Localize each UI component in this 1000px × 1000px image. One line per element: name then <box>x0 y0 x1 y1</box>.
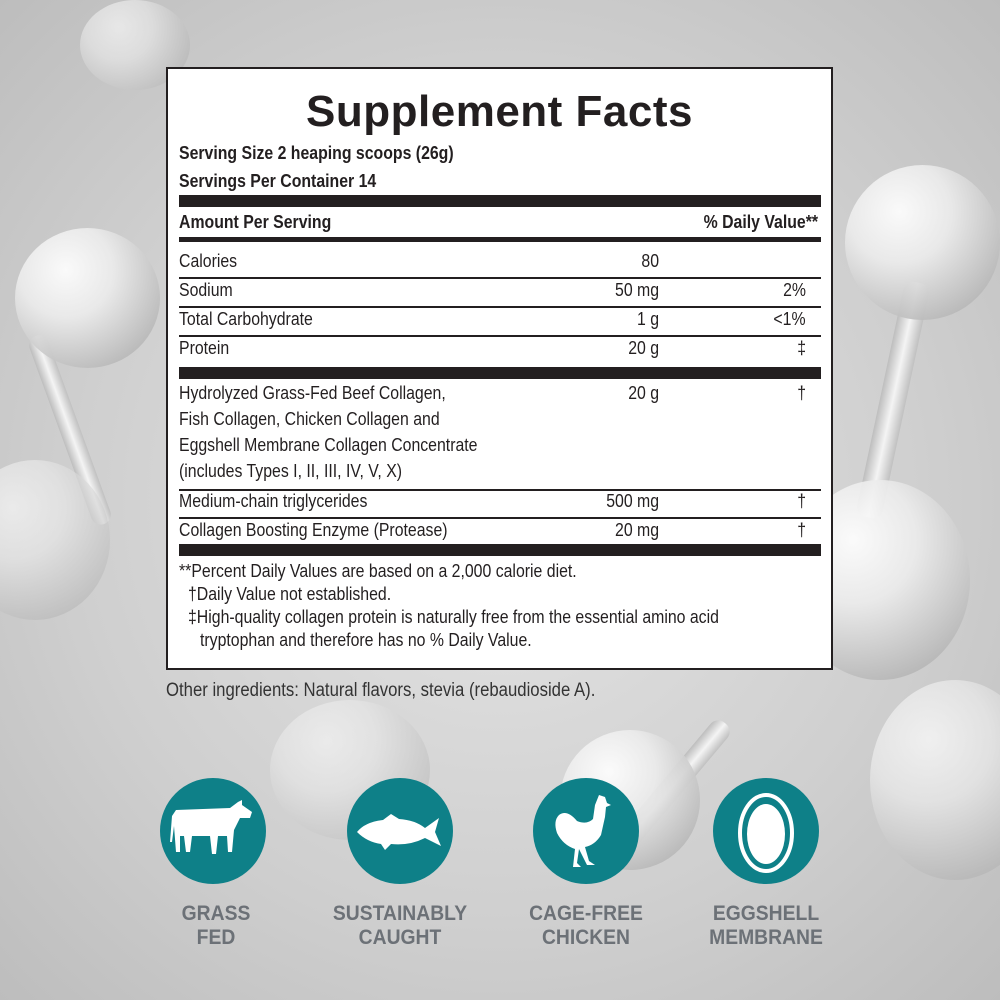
nutrient-name: Collagen Boosting Enzyme (Protease) <box>179 520 448 540</box>
nutrient-name: Calories <box>179 251 238 271</box>
badge-label: GRASS FED <box>124 902 308 950</box>
nutrient-name: Sodium <box>179 280 233 300</box>
row-line <box>179 489 821 491</box>
blend-line: Fish Collagen, Chicken Collagen and <box>179 409 440 429</box>
daily-value-header: % Daily Value** <box>703 212 818 232</box>
badge-label-line: MEMBRANE <box>709 926 823 949</box>
blend-line: Hydrolyzed Grass-Fed Beef Collagen, <box>179 383 446 403</box>
blend-line: (includes Types I, II, III, IV, V, X) <box>179 461 403 481</box>
badge-label-line: FED <box>196 926 236 949</box>
nutrient-amount: 1 g <box>636 309 659 329</box>
blend-line: Eggshell Membrane Collagen Concentrate <box>179 435 478 455</box>
badge-cage-free-chicken <box>533 778 639 884</box>
badge-grass-fed <box>160 778 266 884</box>
panel-title: Supplement Facts <box>306 87 693 136</box>
badge-label: SUSTAINABLY CAUGHT <box>308 902 492 950</box>
nutrient-dv: † <box>797 520 806 540</box>
badge-label-line: EGGSHELL <box>712 902 820 925</box>
divider-medium <box>179 237 821 242</box>
nutrient-dv: ‡ <box>797 338 806 358</box>
nutrient-amount: 500 mg <box>606 491 659 511</box>
badge-label-line: CAUGHT <box>358 926 442 949</box>
nutrient-amount: 20 g <box>628 383 659 403</box>
badge-label-line: GRASS <box>181 902 251 925</box>
nutrient-dv: † <box>797 383 806 403</box>
nutrient-name: Total Carbohydrate <box>179 309 313 329</box>
nutrient-amount: 20 g <box>628 338 659 358</box>
serving-size: Serving Size 2 heaping scoops (26g) <box>179 143 454 163</box>
nutrient-amount: 50 mg <box>614 280 659 300</box>
divider-thick <box>179 544 821 556</box>
egg-icon <box>738 793 794 873</box>
nutrient-dv: † <box>797 491 806 511</box>
badge-sustainably-caught <box>347 778 453 884</box>
row-line <box>179 277 821 279</box>
badge-label-line: CHICKEN <box>541 926 631 949</box>
row-line <box>179 517 821 519</box>
footnote: **Percent Daily Values are based on a 2,… <box>179 561 577 581</box>
other-ingredients: Other ingredients: Natural flavors, stev… <box>166 680 596 701</box>
nutrient-dv: 2% <box>783 280 806 300</box>
divider-thick <box>179 195 821 207</box>
nutrient-amount: 20 mg <box>614 520 659 540</box>
supplement-facts-panel: Supplement Facts Serving Size 2 heaping … <box>166 67 833 670</box>
badge-label-line: SUSTAINABLY <box>332 902 468 925</box>
badge-label-line: CAGE-FREE <box>529 902 643 925</box>
nutrient-name: Protein <box>179 338 230 358</box>
badge-eggshell-membrane <box>713 778 819 884</box>
badge-label: CAGE-FREE CHICKEN <box>494 902 678 950</box>
servings-per-container: Servings Per Container 14 <box>179 171 377 191</box>
cow-icon <box>170 800 252 854</box>
footnote: ‡High-quality collagen protein is natura… <box>188 607 719 627</box>
divider-thick <box>179 367 821 379</box>
fish-icon <box>357 814 441 850</box>
badge-label: EGGSHELL MEMBRANE <box>674 902 858 950</box>
amount-per-serving-header: Amount Per Serving <box>179 212 332 232</box>
nutrient-amount: 80 <box>641 251 659 271</box>
footnote: †Daily Value not established. <box>188 584 392 604</box>
nutrient-dv: <1% <box>773 309 806 329</box>
chicken-icon <box>555 795 611 867</box>
nutrient-name: Medium-chain triglycerides <box>179 491 368 511</box>
footnote: tryptophan and therefore has no % Daily … <box>200 630 532 650</box>
row-line <box>179 306 821 308</box>
row-line <box>179 335 821 337</box>
